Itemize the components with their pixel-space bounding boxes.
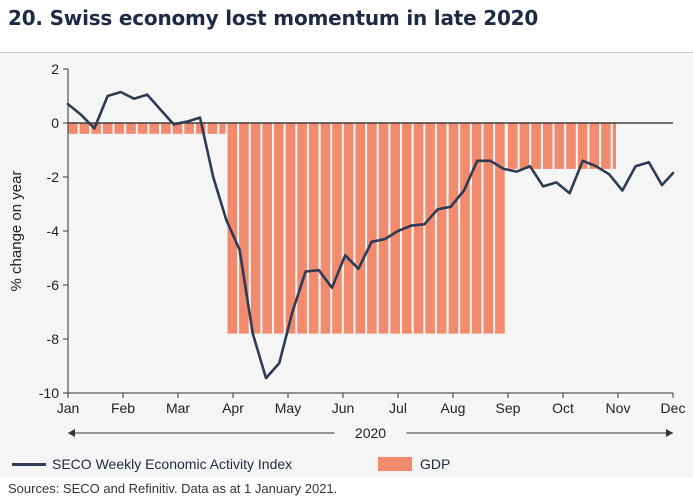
y-tick-label: -8	[47, 331, 60, 347]
gdp-bar	[161, 123, 171, 134]
gdp-bar	[79, 123, 90, 134]
title-divider	[0, 52, 693, 53]
gdp-bar	[274, 123, 284, 334]
x-tick-label: May	[275, 400, 301, 416]
legend: SECO Weekly Economic Activity Index GDP	[0, 452, 693, 478]
gdp-bar	[332, 123, 342, 334]
y-tick-label: -6	[47, 277, 60, 293]
gdp-bar	[483, 123, 494, 334]
year-label: 2020	[355, 425, 386, 441]
gdp-bar	[378, 123, 389, 334]
gdp-bar	[320, 123, 331, 334]
y-axis-title: % change on year	[8, 171, 25, 292]
gdp-bar	[367, 123, 377, 334]
legend-bar-swatch	[378, 457, 412, 471]
x-tick-label: Jan	[57, 400, 80, 416]
y-tick-label: 0	[51, 115, 59, 131]
gdp-bar	[471, 123, 482, 334]
x-tick-label: Apr	[222, 400, 244, 416]
gdp-bar	[566, 123, 576, 169]
y-tick-label: 2	[51, 61, 59, 77]
gdp-bar	[448, 123, 459, 334]
x-tick-label: Oct	[552, 400, 574, 416]
y-tick-label: -4	[47, 223, 60, 239]
gdp-bar	[413, 123, 424, 334]
gdp-bar	[91, 123, 101, 134]
gdp-bar	[184, 123, 194, 134]
y-tick-label: -2	[47, 169, 60, 185]
gdp-bar	[554, 123, 565, 169]
gdp-bar	[601, 123, 611, 169]
legend-label-gdp: GDP	[420, 456, 451, 472]
gdp-bar	[196, 123, 206, 134]
gdp-bar	[542, 123, 553, 169]
gdp-bar	[114, 123, 125, 134]
gdp-bar	[460, 123, 470, 334]
legend-item-seco: SECO Weekly Economic Activity Index	[12, 456, 292, 472]
gdp-bar	[343, 123, 354, 334]
gdp-bar	[102, 123, 113, 134]
gdp-bar	[436, 123, 447, 334]
gdp-bar	[137, 123, 148, 134]
seco-line-layer	[66, 90, 675, 380]
seco-line	[66, 90, 675, 380]
gdp-bar	[250, 123, 261, 334]
gdp-bar	[531, 123, 541, 169]
gdp-bar	[285, 123, 296, 334]
chart-title: 20. Swiss economy lost momentum in late …	[8, 6, 539, 30]
gdp-bar	[239, 123, 249, 334]
legend-line-swatch	[12, 462, 46, 466]
gdp-bar	[219, 123, 226, 134]
gdp-bar	[172, 123, 183, 134]
arrow-head-right	[666, 429, 673, 437]
gdp-bar	[589, 123, 599, 169]
gdp-bars	[68, 123, 616, 334]
gdp-bar	[495, 123, 505, 334]
gdp-bar	[297, 123, 307, 334]
gdp-bar	[577, 123, 588, 169]
gdp-bar	[227, 123, 238, 334]
x-tick-label: Jun	[332, 400, 355, 416]
y-tick-label: -10	[39, 385, 59, 401]
gdp-bar	[149, 123, 159, 134]
gdp-bar	[425, 123, 435, 334]
x-tick-label: Feb	[111, 400, 135, 416]
gdp-bar	[508, 123, 518, 169]
x-tick-label: Mar	[166, 400, 190, 416]
gdp-bar	[390, 123, 400, 334]
legend-label-seco: SECO Weekly Economic Activity Index	[52, 456, 293, 472]
x-tick-label: Dec	[661, 400, 686, 416]
gdp-bar	[262, 123, 272, 334]
axes	[63, 68, 674, 437]
x-tick-label: Aug	[441, 400, 466, 416]
gdp-bar	[612, 123, 616, 169]
gdp-bar	[207, 123, 218, 134]
legend-item-gdp: GDP	[378, 456, 450, 472]
gdp-bar	[355, 123, 366, 334]
gdp-bar	[68, 123, 78, 134]
gdp-bar	[308, 123, 319, 334]
gdp-bar	[519, 123, 530, 169]
gdp-bar	[126, 123, 136, 134]
arrow-head-left	[68, 429, 75, 437]
source-note: Sources: SECO and Refinitiv. Data as at …	[8, 481, 338, 496]
x-tick-label: Jul	[389, 400, 407, 416]
x-tick-label: Nov	[606, 400, 631, 416]
x-tick-label: Sep	[496, 400, 521, 416]
